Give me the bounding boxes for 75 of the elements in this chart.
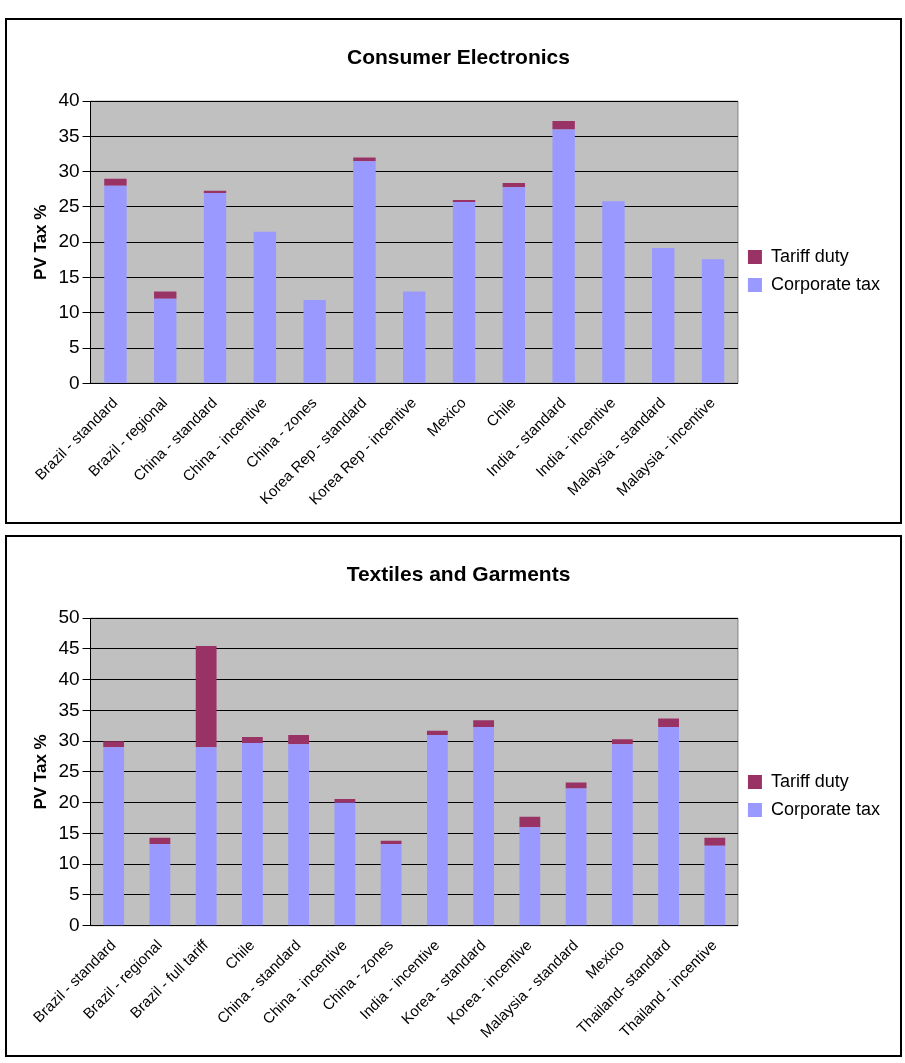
y-tick-label: 15 — [58, 265, 80, 287]
bar — [195, 645, 217, 748]
legend-label: Tariff duty — [770, 770, 849, 791]
y-tick-label: 30 — [58, 729, 80, 751]
bar — [334, 799, 356, 803]
bar — [519, 816, 541, 828]
bar — [611, 744, 633, 926]
bar — [611, 739, 633, 745]
y-tick-label: 45 — [58, 637, 80, 659]
bar — [303, 300, 326, 383]
bar — [704, 837, 726, 846]
bar — [154, 291, 177, 299]
y-tick-label: 50 — [58, 606, 80, 628]
bar — [253, 231, 277, 383]
legend-label: Tariff duty — [770, 245, 849, 266]
y-axis-title: PV Tax % — [30, 734, 50, 810]
bar — [473, 720, 495, 728]
y-tick-label: 25 — [58, 760, 80, 782]
bar — [203, 192, 227, 383]
bar — [658, 727, 679, 926]
bar — [426, 735, 448, 926]
bar — [241, 743, 263, 926]
y-tick-label: 35 — [58, 124, 80, 146]
chart-title: Consumer Electronics — [347, 45, 570, 69]
y-tick-label: 0 — [68, 371, 80, 393]
y-axis-title: PV Tax % — [30, 204, 50, 280]
bar — [452, 199, 476, 203]
bar — [241, 736, 263, 744]
bar — [652, 247, 675, 383]
y-tick-label: 40 — [58, 89, 80, 111]
bar — [380, 840, 402, 844]
bar — [565, 782, 587, 789]
y-tick-label: 20 — [58, 230, 80, 252]
bar — [552, 120, 575, 130]
bar — [565, 788, 587, 926]
bar — [353, 161, 376, 383]
y-tick-label: 30 — [58, 159, 80, 181]
bar — [103, 741, 125, 748]
y-tick-label: 10 — [58, 852, 80, 874]
y-tick-label: 0 — [68, 913, 80, 935]
bar — [452, 202, 476, 383]
bar — [658, 718, 679, 728]
y-tick-label: 20 — [58, 790, 80, 812]
bar — [519, 827, 541, 926]
bar — [104, 178, 127, 186]
bar — [502, 183, 526, 188]
bar — [380, 843, 402, 926]
bar — [334, 802, 356, 926]
bar — [502, 187, 526, 383]
bar — [704, 845, 726, 926]
bar — [602, 201, 625, 383]
bar — [203, 190, 227, 193]
bar — [552, 129, 575, 383]
y-tick-label: 35 — [58, 698, 80, 720]
y-tick-label: 15 — [58, 821, 80, 843]
bar — [149, 843, 171, 926]
bar — [103, 747, 125, 926]
bar — [288, 735, 310, 745]
bar — [195, 747, 217, 926]
bar — [288, 744, 310, 926]
legend-label: Corporate tax — [770, 273, 881, 294]
bar — [426, 730, 448, 736]
bar — [149, 837, 171, 844]
bar — [473, 727, 495, 926]
chart-title: Textiles and Garments — [346, 562, 571, 586]
y-tick-label: 40 — [58, 667, 80, 689]
bar — [154, 298, 177, 383]
bar — [104, 185, 127, 383]
y-tick-label: 25 — [58, 195, 80, 217]
legend-label: Corporate tax — [770, 798, 881, 819]
y-tick-label: 5 — [68, 883, 80, 905]
bar — [403, 291, 426, 383]
y-tick-label: 10 — [58, 300, 80, 322]
y-tick-label: 5 — [68, 336, 80, 358]
bar — [701, 259, 725, 383]
